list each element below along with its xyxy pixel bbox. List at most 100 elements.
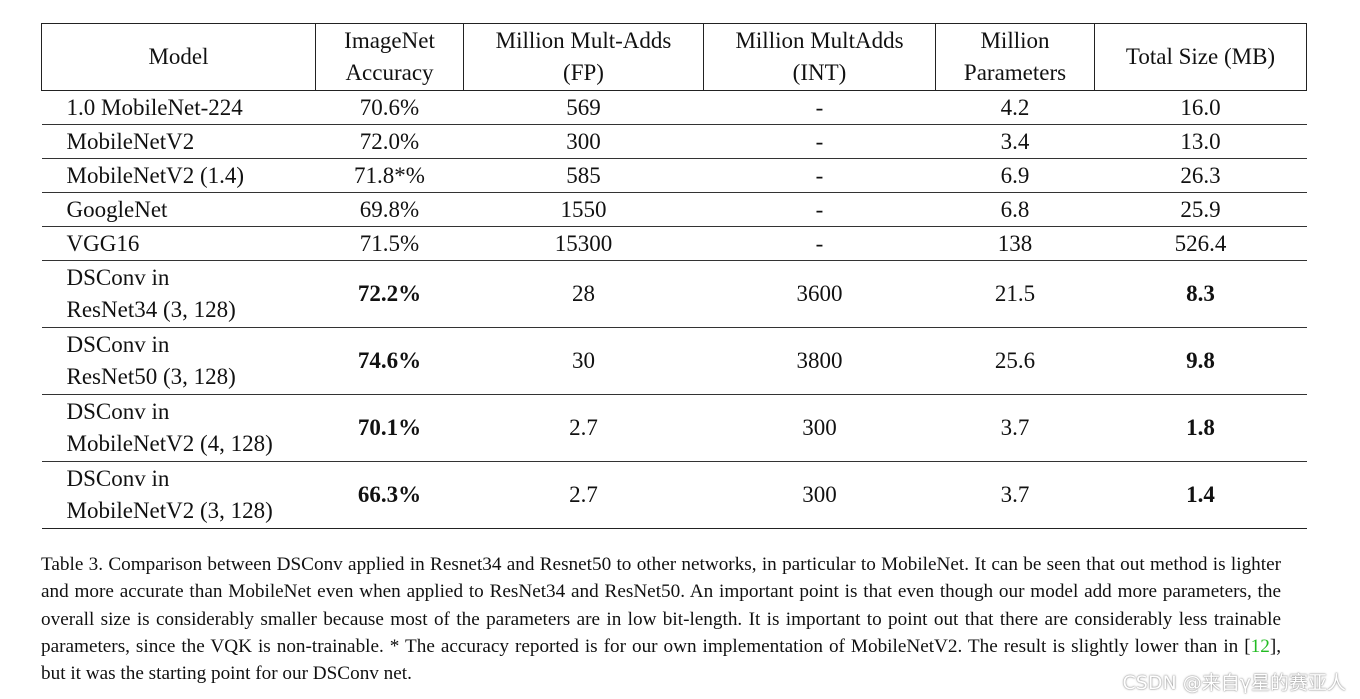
cell-mult-adds-fp: 1550 [463,192,704,227]
model-name-text: GoogleNet [66,196,168,222]
cell-model: DSConv in MobileNetV2 (4, 128) [41,394,316,462]
cell-mult-adds-fp: 300 [463,124,704,159]
cell-total-size: 526.4 [1094,226,1307,261]
cell-model: 1.0 MobileNet-224 [41,90,316,125]
header-text: Million Mult-Adds [495,28,672,53]
cell-mult-adds-int: - [703,226,936,261]
model-name-text: VGG16 [66,230,140,256]
header-text: ImageNet [344,28,435,53]
caption-text: Table 3. Comparison between DSConv appli… [41,554,1281,657]
cell-mult-adds-fp: 2.7 [463,461,704,529]
cell-mult-adds-int: 300 [703,394,936,462]
model-name-text: DSConv in [66,332,170,357]
cell-parameters: 4.2 [935,90,1095,125]
cell-total-size: 9.8 [1094,327,1307,395]
header-imagenet-accuracy: ImageNet Accuracy [315,23,464,91]
model-name-text: ResNet50 (3, 128) [66,364,236,389]
model-name-text: DSConv in [66,466,170,491]
cell-mult-adds-int: 3600 [703,260,936,328]
cell-model: MobileNetV2 (1.4) [41,158,316,193]
cell-total-size: 13.0 [1094,124,1307,159]
table-row: VGG16 71.5% 15300-138 526.4 [41,226,1307,261]
caption-text-end: ], but it was the starting point for our… [41,635,1281,685]
cell-accuracy: 70.6% [315,90,464,125]
cell-parameters: 138 [935,226,1095,261]
cell-model: VGG16 [41,226,316,261]
cell-accuracy: 72.0% [315,124,464,159]
cell-accuracy: 71.8*% [315,158,464,193]
model-name-text: DSConv in [66,399,170,424]
model-name-text: MobileNetV2 (1.4) [66,162,245,188]
table-row: DSConv in ResNet34 (3, 128) 72.2% 28 3600 21.… [41,260,1307,328]
model-name-text: MobileNetV2 (4, 128) [66,431,273,456]
cell-mult-adds-fp: 15300 [463,226,704,261]
cell-mult-adds-int: - [703,90,936,125]
cell-accuracy: 71.5% [315,226,464,261]
cell-accuracy: 74.6% [315,327,464,395]
header-text: Parameters [963,60,1067,85]
header-text: Million MultAdds [735,28,904,53]
model-name-text: MobileNetV2 (3, 128) [66,498,273,523]
cell-mult-adds-int: - [703,158,936,193]
cell-parameters: 3.7 [935,461,1095,529]
cell-mult-adds-fp: 30 [463,327,704,395]
header-million-parameters: Million Parameters [935,23,1095,91]
model-name-text: MobileNetV2 [66,128,195,154]
table-body: 1.0 MobileNet-224 70.6% 569-4.2 16.0 MobileN… [41,90,1307,529]
header-text: (FP) [563,60,604,85]
table-row: DSConv in MobileNetV2 (4, 128) 70.1% 2.7 300… [41,394,1307,462]
cell-model: DSConv in ResNet34 (3, 128) [41,260,316,328]
header-text: (INT) [792,60,847,85]
cell-model: MobileNetV2 [41,124,316,159]
cell-parameters: 25.6 [935,327,1095,395]
cell-parameters: 6.8 [935,192,1095,227]
cell-mult-adds-int: 300 [703,461,936,529]
header-text: Accuracy [345,60,434,85]
table-row: GoogleNet 69.8% 1550-6.8 25.9 [41,192,1307,227]
cell-accuracy: 66.3% [315,461,464,529]
cell-model: GoogleNet [41,192,316,227]
header-mult-adds-int: Million MultAdds (INT) [703,23,936,91]
header-text: Million [980,28,1050,53]
cell-mult-adds-fp: 2.7 [463,394,704,462]
cell-accuracy: 69.8% [315,192,464,227]
comparison-table: Model ImageNet Accuracy Million Mult-Adds (F… [41,23,1307,529]
cell-mult-adds-int: - [703,192,936,227]
cell-mult-adds-int: - [703,124,936,159]
cell-total-size: 8.3 [1094,260,1307,328]
table-caption: Table 3. Comparison between DSConv appli… [41,551,1281,687]
cell-total-size: 25.9 [1094,192,1307,227]
cell-accuracy: 70.1% [315,394,464,462]
cell-mult-adds-fp: 28 [463,260,704,328]
cell-parameters: 21.5 [935,260,1095,328]
table-row: 1.0 MobileNet-224 70.6% 569-4.2 16.0 [41,90,1307,125]
watermark: CSDN @来自γ星的赛亚人 [1122,672,1346,694]
header-text: Total Size (MB) [1125,44,1276,69]
header-row: Model ImageNet Accuracy Million Mult-Adds (F… [41,23,1307,91]
table-row: MobileNetV2 (1.4) 71.8*% 585-6.9 26.3 [41,158,1307,193]
cell-parameters: 3.7 [935,394,1095,462]
header-mult-adds-fp: Million Mult-Adds (FP) [463,23,704,91]
cell-mult-adds-int: 3800 [703,327,936,395]
cell-model: DSConv in MobileNetV2 (3, 128) [41,461,316,529]
table-row: DSConv in ResNet50 (3, 128) 74.6% 30 3800 25.… [41,327,1307,395]
cell-mult-adds-fp: 569 [463,90,704,125]
cell-accuracy: 72.2% [315,260,464,328]
cell-total-size: 16.0 [1094,90,1307,125]
table-header: Model ImageNet Accuracy Million Mult-Adds (F… [41,23,1307,91]
cell-total-size: 1.8 [1094,394,1307,462]
cell-total-size: 26.3 [1094,158,1307,193]
model-name-text: 1.0 MobileNet-224 [66,94,243,120]
header-text: Model [148,44,209,69]
cell-mult-adds-fp: 585 [463,158,704,193]
cell-total-size: 1.4 [1094,461,1307,529]
header-total-size: Total Size (MB) [1094,23,1307,91]
model-name-text: ResNet34 (3, 128) [66,297,236,322]
cell-parameters: 3.4 [935,124,1095,159]
table-row: MobileNetV2 72.0% 300-3.4 13.0 [41,124,1307,159]
cell-parameters: 6.9 [935,158,1095,193]
header-model: Model [41,23,316,91]
comparison-table-container: Model ImageNet Accuracy Million Mult-Adds (F… [41,23,1307,529]
model-name-text: DSConv in [66,265,170,290]
citation-link[interactable]: 12 [1250,635,1270,657]
